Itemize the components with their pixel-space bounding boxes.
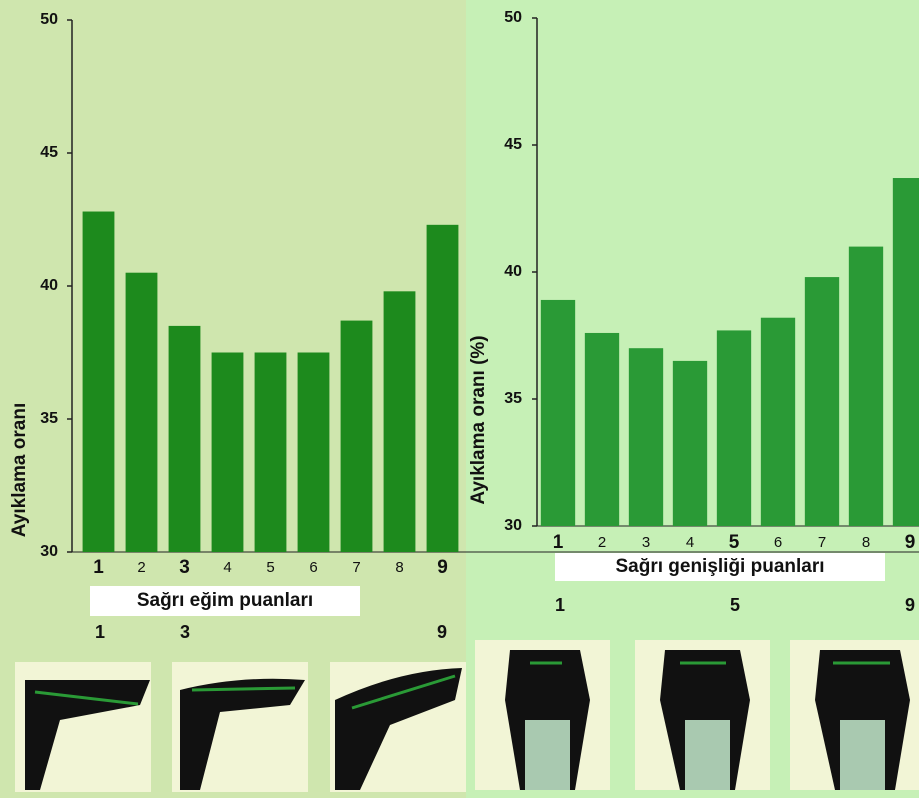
- x-tick-label: 3: [179, 557, 190, 578]
- x-tick-label: 6: [309, 559, 317, 576]
- bar: [384, 291, 416, 552]
- annotation: 1: [95, 622, 105, 642]
- illustrations-right: [475, 640, 919, 790]
- bar: [298, 353, 330, 553]
- annotation: 1: [555, 595, 565, 615]
- bar: [585, 333, 619, 526]
- y-tick-label: 30: [40, 543, 58, 560]
- x-tick-label: 4: [223, 559, 231, 576]
- bar: [341, 321, 373, 552]
- x-axis-label: Sağrı eğim puanları: [137, 590, 313, 611]
- bar: [427, 225, 459, 552]
- bar: [126, 273, 158, 552]
- x-tick-label: 2: [598, 534, 606, 551]
- x-tick-label: 1: [93, 557, 104, 578]
- y-tick-label: 45: [40, 144, 58, 161]
- bar: [673, 361, 707, 526]
- annotation: 9: [905, 595, 915, 615]
- page: 3035404550123456789Ayıklama oranıSağrı e…: [0, 0, 919, 798]
- bar: [893, 178, 919, 526]
- x-tick-label: 8: [395, 559, 403, 576]
- x-tick-label: 5: [266, 559, 274, 576]
- bar: [541, 300, 575, 526]
- x-axis-label: Sağrı genişliği puanları: [615, 556, 824, 577]
- y-tick-label: 40: [504, 263, 522, 280]
- x-tick-label: 4: [686, 534, 694, 551]
- bar: [255, 353, 287, 553]
- x-tick-label: 8: [862, 534, 870, 551]
- x-tick-label: 9: [905, 532, 916, 553]
- bar: [212, 353, 244, 553]
- bar: [717, 330, 751, 526]
- y-tick-label: 35: [40, 410, 58, 427]
- illustrations-left: [15, 662, 466, 792]
- bar: [83, 212, 115, 552]
- bar: [761, 318, 795, 526]
- x-tick-label: 2: [137, 559, 145, 576]
- bar: [169, 326, 201, 552]
- x-tick-label: 7: [352, 559, 360, 576]
- annotation: 9: [437, 622, 447, 642]
- annotation: 5: [730, 595, 740, 615]
- chart: 3035404550123456789Ayıklama oranıSağrı e…: [0, 0, 919, 798]
- bar: [629, 348, 663, 526]
- x-tick-label: 1: [553, 532, 564, 553]
- bar: [805, 277, 839, 526]
- y-tick-label: 50: [504, 9, 522, 26]
- x-tick-label: 9: [437, 557, 448, 578]
- y-axis-label: Ayıklama oranı: [9, 403, 30, 537]
- y-tick-label: 40: [40, 277, 58, 294]
- x-tick-label: 5: [729, 532, 740, 553]
- bar: [849, 247, 883, 526]
- x-tick-label: 7: [818, 534, 826, 551]
- x-tick-label: 3: [642, 534, 650, 551]
- y-axis-label: Ayıklama oranı (%): [468, 335, 489, 504]
- x-tick-label: 6: [774, 534, 782, 551]
- y-tick-label: 30: [504, 517, 522, 534]
- y-tick-label: 50: [40, 11, 58, 28]
- annotation: 3: [180, 622, 190, 642]
- y-tick-label: 35: [504, 390, 522, 407]
- y-tick-label: 45: [504, 136, 522, 153]
